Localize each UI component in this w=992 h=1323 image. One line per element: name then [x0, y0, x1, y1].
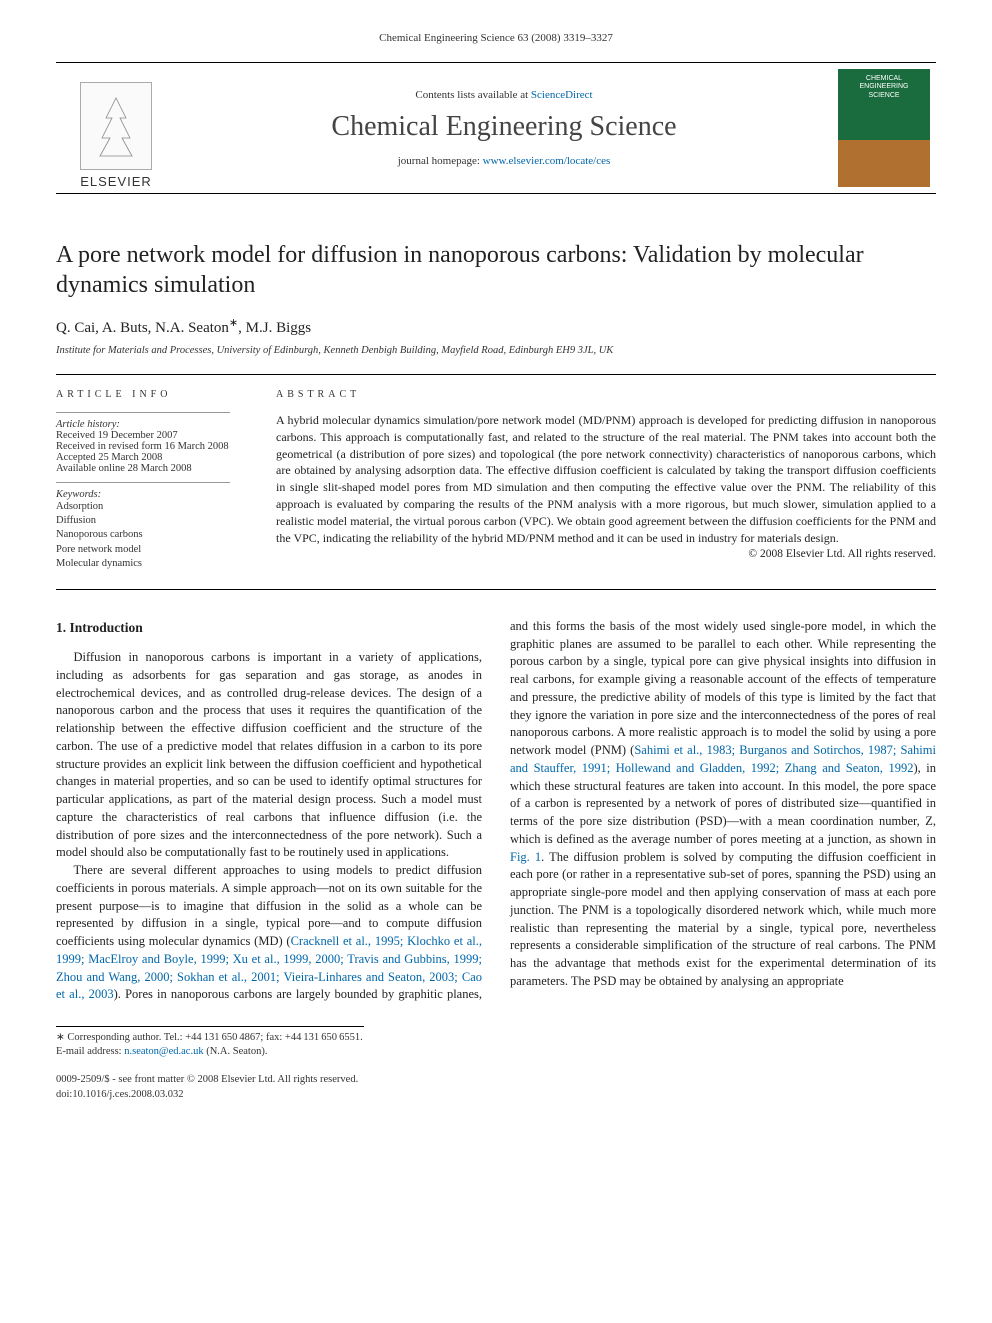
section-heading-intro: 1. Introduction [56, 618, 482, 637]
publisher-name: ELSEVIER [80, 174, 152, 189]
cover-line-1: CHEMICAL [866, 75, 902, 83]
homepage-label: journal homepage: [398, 155, 483, 167]
article-info-column: ARTICLE INFO Article history: Received 1… [56, 389, 276, 571]
cover-line-3: SCIENCE [868, 92, 899, 100]
authors-tail: , M.J. Biggs [238, 320, 311, 336]
abstract-heading: ABSTRACT [276, 389, 936, 400]
keyword: Nanoporous carbons [56, 528, 258, 542]
body-text: 1. Introduction Diffusion in nanoporous … [56, 618, 936, 1004]
journal-title: Chemical Engineering Science [331, 111, 676, 143]
corresponding-author-mark: ∗ [229, 317, 238, 329]
front-matter-line: 0009-2509/$ - see front matter © 2008 El… [56, 1073, 936, 1087]
keyword: Pore network model [56, 543, 258, 557]
contents-available-line: Contents lists available at ScienceDirec… [415, 89, 592, 101]
cover-line-2: ENGINEERING [859, 83, 908, 91]
paragraph: Diffusion in nanoporous carbons is impor… [56, 649, 482, 862]
keywords-list: Adsorption Diffusion Nanoporous carbons … [56, 500, 258, 571]
history-revised: Received in revised form 16 March 2008 [56, 441, 258, 452]
abstract-text: A hybrid molecular dynamics simulation/p… [276, 412, 936, 546]
corresponding-author-footnote: ∗ Corresponding author. Tel.: +44 131 65… [56, 1031, 364, 1045]
front-matter-block: 0009-2509/$ - see front matter © 2008 El… [56, 1073, 936, 1101]
elsevier-tree-icon [80, 82, 152, 170]
article-info-heading: ARTICLE INFO [56, 389, 258, 400]
email-tail: (N.A. Seaton). [204, 1046, 268, 1057]
keyword: Diffusion [56, 514, 258, 528]
publisher-logo-block: ELSEVIER [56, 63, 176, 193]
figure-link[interactable]: Fig. 1 [510, 850, 541, 864]
journal-homepage-link[interactable]: www.elsevier.com/locate/ces [483, 155, 611, 167]
doi-line: doi:10.1016/j.ces.2008.03.032 [56, 1088, 936, 1102]
info-abstract-block: ARTICLE INFO Article history: Received 1… [56, 374, 936, 590]
cover-thumb-block: CHEMICAL ENGINEERING SCIENCE [832, 63, 936, 193]
abstract-copyright: © 2008 Elsevier Ltd. All rights reserved… [276, 548, 936, 560]
history-received: Received 19 December 2007 [56, 430, 258, 441]
history-label: Article history: [56, 419, 258, 430]
article-title: A pore network model for diffusion in na… [56, 240, 936, 300]
email-label: E-mail address: [56, 1046, 124, 1057]
running-head: Chemical Engineering Science 63 (2008) 3… [56, 32, 936, 44]
affiliation: Institute for Materials and Processes, U… [56, 345, 936, 356]
footnotes: ∗ Corresponding author. Tel.: +44 131 65… [56, 1026, 364, 1059]
keyword: Molecular dynamics [56, 557, 258, 571]
sciencedirect-link[interactable]: ScienceDirect [531, 89, 593, 101]
author-list: Q. Cai, A. Buts, N.A. Seaton∗, M.J. Bigg… [56, 316, 936, 337]
title-block: A pore network model for diffusion in na… [56, 240, 936, 300]
journal-cover-thumb: CHEMICAL ENGINEERING SCIENCE [838, 69, 930, 187]
history-accepted: Accepted 25 March 2008 [56, 452, 258, 463]
body-text-run: . The diffusion problem is solved by com… [510, 850, 936, 988]
history-online: Available online 28 March 2008 [56, 463, 258, 474]
masthead-center: Contents lists available at ScienceDirec… [176, 63, 832, 193]
contents-label: Contents lists available at [415, 89, 530, 101]
keywords-label: Keywords: [56, 489, 258, 500]
corresponding-email-line: E-mail address: n.seaton@ed.ac.uk (N.A. … [56, 1045, 364, 1059]
authors-main: Q. Cai, A. Buts, N.A. Seaton [56, 320, 229, 336]
author-email-link[interactable]: n.seaton@ed.ac.uk [124, 1046, 203, 1057]
abstract-column: ABSTRACT A hybrid molecular dynamics sim… [276, 389, 936, 571]
keyword: Adsorption [56, 500, 258, 514]
journal-masthead: ELSEVIER Contents lists available at Sci… [56, 62, 936, 194]
journal-homepage-line: journal homepage: www.elsevier.com/locat… [398, 155, 611, 167]
